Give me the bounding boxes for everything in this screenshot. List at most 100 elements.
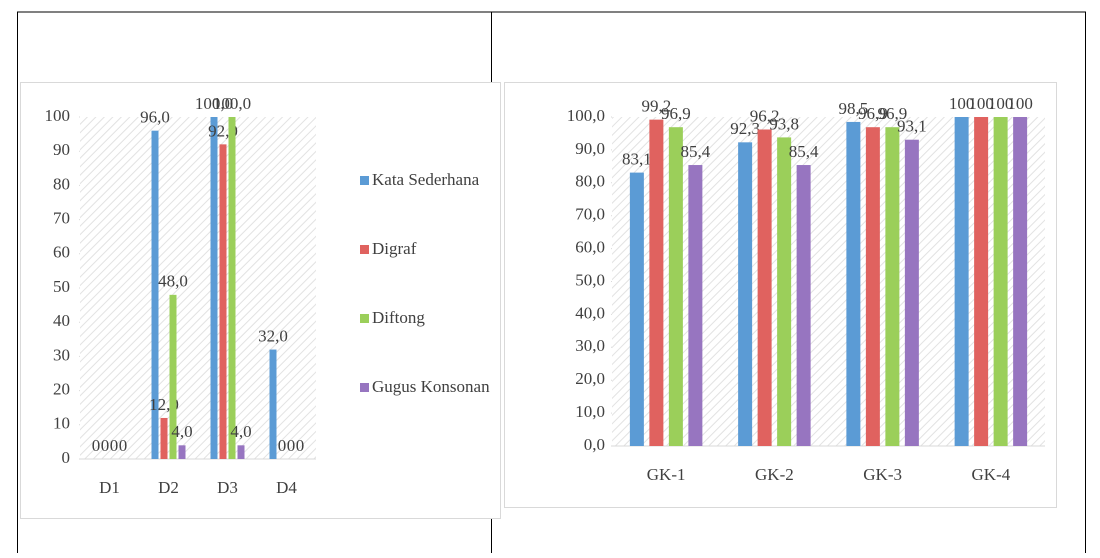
legend-label: Diftong xyxy=(372,308,425,327)
data-label: 100 xyxy=(968,94,994,113)
y-tick-label: 80,0 xyxy=(575,172,605,191)
bar xyxy=(219,144,227,460)
y-tick-label: 10 xyxy=(53,414,70,433)
legend-swatch xyxy=(360,383,369,392)
data-label: 100 xyxy=(1007,94,1033,113)
y-tick-label: 70,0 xyxy=(575,205,605,224)
data-label: 0 xyxy=(92,436,101,455)
legend-label: Kata Sederhana xyxy=(372,170,480,189)
bar xyxy=(210,117,218,459)
data-label: 96,9 xyxy=(878,104,908,123)
data-label: 96,0 xyxy=(140,108,170,127)
bar xyxy=(178,445,186,459)
bar xyxy=(885,127,900,446)
data-label: 85,4 xyxy=(681,142,711,161)
data-label: 99,2 xyxy=(642,97,672,116)
data-label: 0 xyxy=(296,436,305,455)
y-tick-label: 70 xyxy=(53,209,70,228)
bar xyxy=(904,139,919,447)
y-tick-label: 60 xyxy=(53,243,70,262)
plot-area xyxy=(80,117,316,459)
bar xyxy=(974,117,989,446)
bar xyxy=(160,417,168,459)
data-label: 85,4 xyxy=(789,142,819,161)
data-label: 96,2 xyxy=(750,106,780,125)
x-tick-label: GK-3 xyxy=(863,465,902,484)
legend-item: Kata Sederhana xyxy=(360,170,500,239)
bar xyxy=(269,349,277,459)
data-label: 100,0 xyxy=(195,94,233,113)
bar xyxy=(649,119,664,446)
legend-item: Digraf xyxy=(360,239,500,308)
data-label: 4,0 xyxy=(171,422,192,441)
bar xyxy=(993,117,1008,446)
bar xyxy=(1013,117,1028,446)
legend-swatch xyxy=(360,176,369,185)
x-tick-label: GK-2 xyxy=(755,465,794,484)
data-label: 92,3 xyxy=(730,119,760,138)
y-tick-label: 60,0 xyxy=(575,238,605,257)
bar xyxy=(169,294,177,459)
data-label: 98,5 xyxy=(839,99,869,118)
data-label: 93,8 xyxy=(769,114,799,133)
x-tick-label: D1 xyxy=(99,478,120,497)
y-tick-label: 90,0 xyxy=(575,139,605,158)
y-tick-label: 50,0 xyxy=(575,270,605,289)
y-tick-label: 50 xyxy=(53,277,70,296)
legend-swatch xyxy=(360,314,369,323)
y-tick-label: 20 xyxy=(53,380,70,399)
data-label: 4,0 xyxy=(230,422,251,441)
x-tick-label: D2 xyxy=(158,478,179,497)
legend-item: Gugus Konsonan xyxy=(360,377,500,446)
bar xyxy=(668,127,683,446)
x-tick-label: D3 xyxy=(217,478,238,497)
bar xyxy=(777,137,792,446)
legend-swatch xyxy=(360,245,369,254)
y-tick-label: 0,0 xyxy=(584,435,605,454)
y-tick-label: 30,0 xyxy=(575,336,605,355)
data-label: 100 xyxy=(949,94,975,113)
y-tick-label: 0 xyxy=(62,448,71,467)
x-tick-label: GK-4 xyxy=(972,465,1011,484)
x-tick-label: GK-1 xyxy=(647,465,686,484)
y-tick-label: 10,0 xyxy=(575,402,605,421)
y-tick-label: 100 xyxy=(45,106,71,125)
legend-label: Digraf xyxy=(372,239,417,258)
data-label: 0 xyxy=(287,436,296,455)
y-tick-label: 100,0 xyxy=(567,106,605,125)
y-tick-label: 30 xyxy=(53,345,70,364)
y-tick-label: 40,0 xyxy=(575,303,605,322)
x-tick-label: D4 xyxy=(276,478,297,497)
legend-item: Diftong xyxy=(360,308,500,377)
plot-area xyxy=(612,117,1045,446)
bar xyxy=(228,117,236,459)
data-label: 96,9 xyxy=(661,104,691,123)
legend-label: Gugus Konsonan xyxy=(372,377,490,396)
data-label: 48,0 xyxy=(158,272,188,291)
y-tick-label: 90 xyxy=(53,140,70,159)
legend: Kata Sederhana Digraf Diftong Gugus Konsona… xyxy=(360,170,500,446)
data-label: 100 xyxy=(988,94,1014,113)
bar xyxy=(865,127,880,446)
bar xyxy=(757,129,772,446)
bar xyxy=(738,142,753,446)
bar xyxy=(688,165,703,446)
bar xyxy=(237,445,245,459)
y-tick-label: 40 xyxy=(53,311,70,330)
data-label: 0 xyxy=(110,436,119,455)
data-label: 83,1 xyxy=(622,150,652,169)
data-label: 0 xyxy=(119,436,128,455)
bar xyxy=(796,165,811,446)
bar xyxy=(954,117,969,446)
data-label: 0 xyxy=(278,436,287,455)
bar xyxy=(151,130,159,459)
y-tick-label: 80 xyxy=(53,174,70,193)
bar xyxy=(846,121,861,446)
y-tick-label: 20,0 xyxy=(575,369,605,388)
data-label: 96,9 xyxy=(858,104,888,123)
data-label: 93,1 xyxy=(897,117,927,136)
data-label: 0 xyxy=(101,436,110,455)
data-label: 100,0 xyxy=(213,94,251,113)
